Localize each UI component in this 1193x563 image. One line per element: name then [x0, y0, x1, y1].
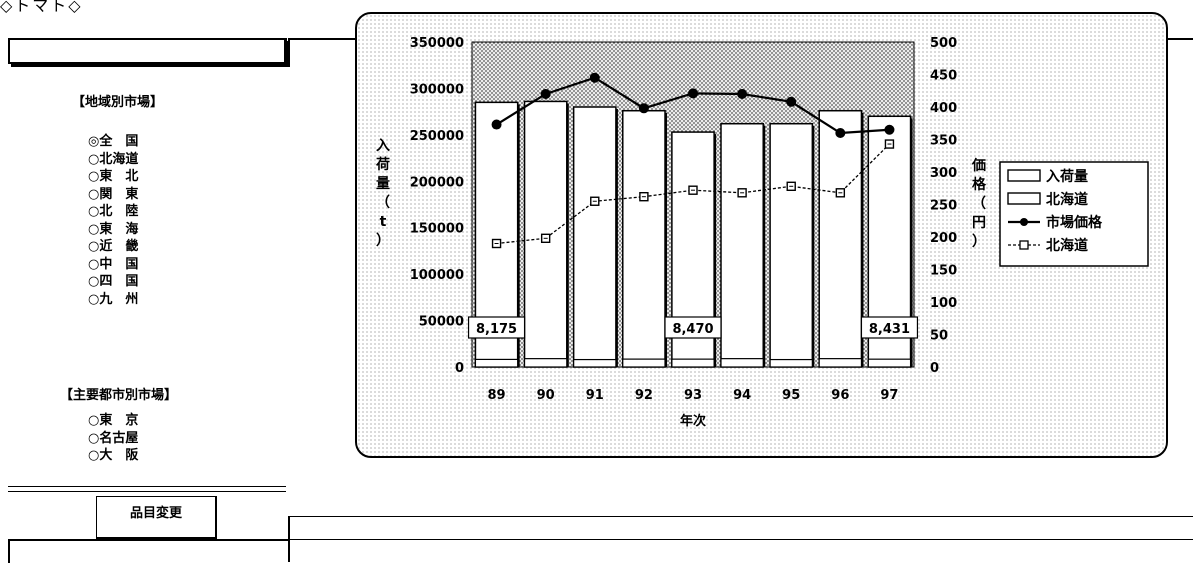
city-market-list: ○東 京 ○名古屋 ○大 阪: [88, 412, 138, 465]
legend-label-0: 入荷量: [1046, 168, 1088, 185]
legend-label-1: 北海道: [1046, 191, 1088, 208]
regional-market-option-0[interactable]: ◎全 国: [88, 134, 139, 149]
bar-hokkaido-92: [622, 358, 666, 368]
change-item-button[interactable]: 品目変更: [96, 496, 217, 539]
y2-tick-150: 150: [930, 264, 957, 279]
point-market-price-91: [589, 72, 600, 83]
legend-label-3: 北海道: [1046, 237, 1088, 254]
y2-tick-300: 300: [930, 166, 957, 181]
y-tick-250000: 250000: [410, 129, 464, 144]
regional-market-option-9[interactable]: ○九 州: [88, 291, 139, 307]
regional-market-option-6[interactable]: ○近 畿: [88, 239, 139, 254]
sidebar-divider: [8, 486, 286, 492]
y-tick-300000: 300000: [410, 82, 464, 97]
bar-arrival-95: [769, 122, 814, 368]
legend-swatch-0: [1007, 169, 1041, 182]
y-tick-0: 0: [455, 361, 464, 376]
point-market-price-96: [835, 128, 846, 138]
x-tick-90: 90: [537, 388, 555, 403]
bar-hokkaido-93: [671, 358, 715, 368]
y2-tick-450: 450: [930, 69, 957, 84]
point-market-price-93: [688, 88, 698, 99]
regional-market-option-4[interactable]: ○北 陸: [88, 204, 139, 219]
y2-tick-100: 100: [930, 296, 957, 311]
regional-market-option-3[interactable]: ○関 東: [88, 186, 139, 202]
legend-marker-2: [1020, 218, 1028, 226]
bar-hokkaido-89: [474, 358, 519, 368]
x-axis-label: 年次: [680, 413, 706, 429]
city-market-option-2[interactable]: ○大 阪: [88, 448, 139, 463]
legend-marker-3: [1019, 240, 1029, 250]
point-market-price-89: [491, 119, 502, 130]
city-market-option-0[interactable]: ○東 京: [88, 413, 139, 428]
bottom-right-panel: [288, 516, 1193, 562]
bar-arrival-92: [622, 109, 666, 368]
y-tick-150000: 150000: [410, 222, 464, 237]
x-tick-89: 89: [488, 388, 506, 403]
x-tick-96: 96: [831, 388, 849, 403]
legend-swatch-1: [1007, 192, 1041, 205]
regional-market-option-5[interactable]: ○東 海: [88, 221, 139, 237]
y-tick-350000: 350000: [410, 36, 464, 51]
data-label-89: 8,175: [476, 322, 517, 337]
bar-hokkaido-91: [573, 358, 617, 368]
x-tick-94: 94: [733, 388, 751, 403]
y-tick-50000: 50000: [419, 315, 464, 330]
data-label-box-97: [860, 316, 919, 339]
x-tick-91: 91: [586, 388, 604, 403]
y-tick-200000: 200000: [410, 175, 464, 190]
page-title: ◇トマト◇: [0, 0, 83, 15]
point-market-price-90: [540, 89, 551, 99]
data-label-97: 8,431: [869, 322, 910, 337]
bar-arrival-94: [720, 122, 764, 368]
y-tick-100000: 100000: [410, 268, 464, 283]
x-tick-95: 95: [782, 388, 800, 403]
bar-hokkaido-90: [523, 358, 568, 368]
regional-market-option-8[interactable]: ○四 国: [88, 274, 139, 289]
legend-label-2: 市場価格: [1046, 214, 1103, 231]
regional-market-list: ◎全 国 ○北海道 ○東 北 ○関 東 ○北 陸 ○東 海 ○近 畿 ○中 国 ○四 国 ○九 州: [88, 133, 138, 308]
bar-arrival-91: [572, 106, 617, 368]
point-market-price-92: [638, 103, 649, 114]
city-market-option-1[interactable]: ○名古屋: [88, 430, 139, 446]
city-market-heading: 【主要都市別市場】: [60, 388, 178, 403]
regional-market-option-7[interactable]: ○中 国: [88, 256, 139, 272]
bar-arrival-96: [818, 109, 863, 368]
bar-hokkaido-97: [867, 358, 912, 368]
y2-tick-50: 50: [930, 329, 948, 344]
regional-market-option-2[interactable]: ○東 北: [88, 169, 139, 184]
bar-hokkaido-96: [818, 358, 863, 368]
data-label-93: 8,470: [672, 322, 713, 337]
top-left-panel: [8, 38, 287, 64]
arrival-price-chart: 3500003000002500002000001500001000005000…: [375, 36, 1149, 429]
y2-axis-label: 価格（円）: [971, 157, 987, 250]
regional-market-option-1[interactable]: ○北海道: [88, 151, 139, 167]
point-market-price-94: [737, 89, 748, 99]
bar-hokkaido-95: [769, 358, 813, 368]
line-hokkaido-price: [496, 143, 890, 245]
y2-tick-250: 250: [930, 199, 957, 214]
bar-hokkaido-94: [720, 358, 764, 368]
bottom-left-panel: [8, 539, 288, 563]
point-market-price-95: [786, 96, 797, 107]
y2-tick-200: 200: [930, 231, 957, 246]
y2-tick-500: 500: [930, 36, 957, 51]
x-tick-92: 92: [635, 388, 653, 403]
regional-market-heading: 【地域別市場】: [72, 95, 164, 110]
x-tick-97: 97: [880, 388, 898, 403]
y2-tick-400: 400: [930, 101, 957, 116]
point-market-price-97: [884, 124, 895, 135]
x-tick-93: 93: [684, 388, 702, 403]
data-label-box-93: [664, 316, 722, 339]
y2-tick-0: 0: [930, 361, 939, 376]
y2-tick-350: 350: [930, 134, 957, 149]
y-axis-label: 入荷量（ t）: [375, 138, 390, 249]
data-label-box-89: [467, 316, 526, 339]
